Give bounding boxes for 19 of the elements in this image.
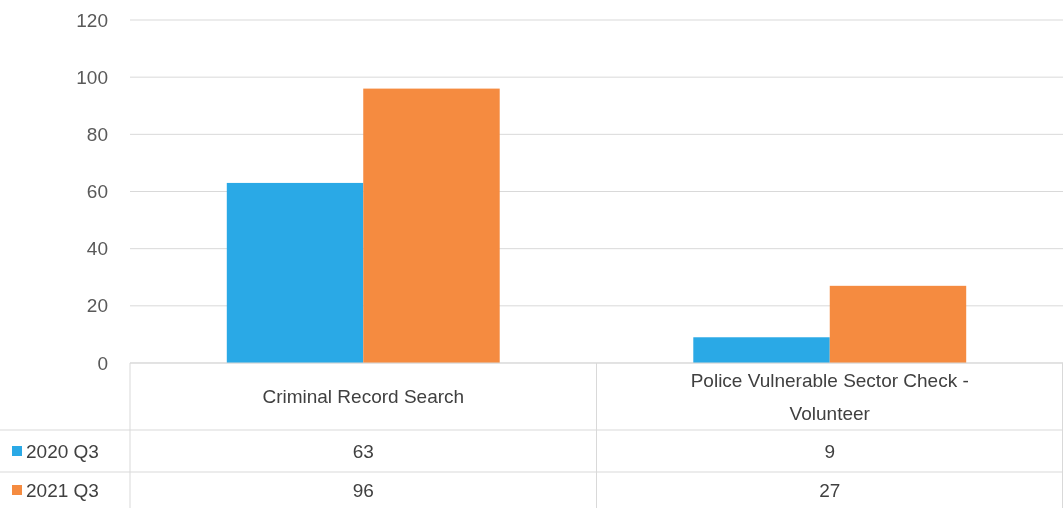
y-tick-label: 20 xyxy=(86,295,108,317)
data-label: 96 xyxy=(352,479,374,501)
y-tick-label: 100 xyxy=(76,66,108,88)
legend-label: 2021 Q3 xyxy=(26,479,99,501)
data-label: 63 xyxy=(352,440,374,462)
bar xyxy=(693,337,830,363)
y-tick-label: 0 xyxy=(97,352,108,374)
y-tick-label: 120 xyxy=(76,9,108,31)
bar xyxy=(363,88,500,363)
bar xyxy=(226,182,364,363)
bar xyxy=(829,285,967,363)
data-label: 27 xyxy=(819,479,841,501)
x-tick-label: Criminal Record Search xyxy=(262,386,465,408)
y-tick-label: 40 xyxy=(86,238,108,260)
data-label: 9 xyxy=(824,440,836,462)
y-tick-label: 80 xyxy=(86,123,108,145)
y-tick-label: 60 xyxy=(86,181,108,203)
legend-label: 2020 Q3 xyxy=(26,440,99,462)
x-tick-label: Police Vulnerable Sector Check - Volunteer xyxy=(690,369,969,424)
